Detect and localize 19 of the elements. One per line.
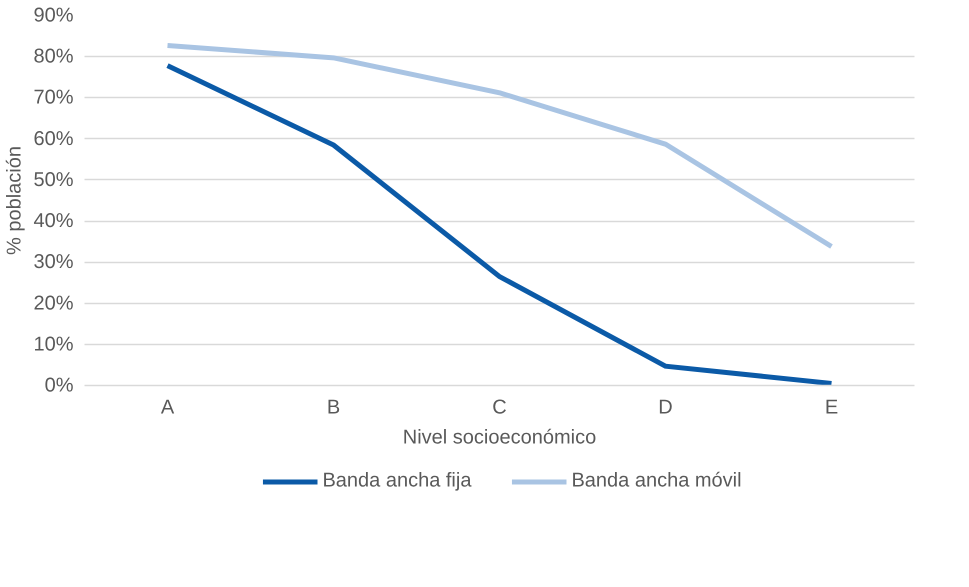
legend-label: Banda ancha móvil <box>571 470 742 492</box>
y-tick-label: 60% <box>33 128 74 150</box>
x-axis-title: Nivel socioeconómico <box>402 426 596 448</box>
x-tick-label: B <box>326 396 340 418</box>
y-tick-label: 40% <box>33 210 74 232</box>
y-tick-label: 30% <box>33 251 74 274</box>
y-tick-label: 80% <box>33 46 74 68</box>
y-tick-label: 90% <box>33 4 74 26</box>
y-tick-label: 10% <box>33 333 74 356</box>
x-tick-label: E <box>824 396 838 418</box>
y-tick-label: 0% <box>44 374 74 396</box>
y-axis-title: % población <box>3 146 26 255</box>
y-tick-label: 50% <box>33 168 74 191</box>
y-tick-label: 20% <box>33 292 74 314</box>
y-tick-label: 70% <box>33 86 74 109</box>
x-tick-label: C <box>492 396 507 418</box>
x-tick-label: D <box>658 396 673 418</box>
legend-label: Banda ancha fija <box>322 470 472 492</box>
x-tick-label: A <box>160 396 175 418</box>
